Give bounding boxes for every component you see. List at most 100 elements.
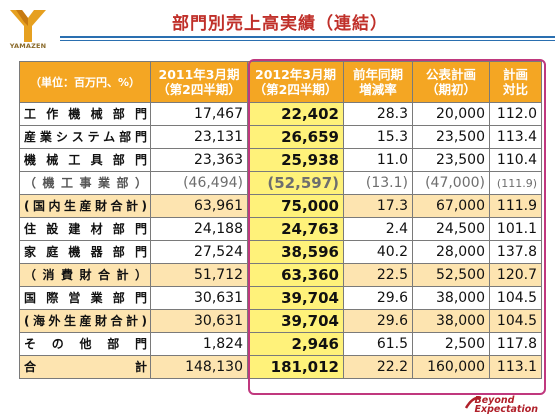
header-plan-line2: （期初） — [425, 82, 476, 97]
cell-plan: 2,500 — [412, 332, 490, 356]
table-row: 国際営業部門 30,631 39,704 29.6 38,000 104.5 — [19, 286, 542, 310]
swoosh-icon — [464, 396, 482, 409]
cell-fy2011: 23,363 — [150, 148, 248, 172]
cell-plan: 24,500 — [412, 217, 490, 241]
tagline-line2: Expectation — [474, 404, 538, 415]
cell-fy2011: 63,961 — [150, 194, 248, 218]
tagline-line1: Beyond — [474, 395, 515, 406]
cell-vs-plan: 101.1 — [489, 217, 542, 241]
row-label: 住設建材部門 — [24, 221, 147, 236]
header-yoy: 前年同期 増減率 — [343, 61, 413, 103]
cell-vs-plan: 113.1 — [489, 355, 542, 379]
cell-vs-plan: 104.5 — [489, 309, 542, 333]
cell-plan: (47,000) — [412, 171, 490, 195]
cell-vs-plan: 120.7 — [489, 263, 542, 287]
cell-fy2011: 30,631 — [150, 286, 248, 310]
header-fy2011-line1: 2011年3月期 — [158, 67, 240, 82]
cell-fy2011: 24,188 — [150, 217, 248, 241]
cell-yoy: (13.1) — [343, 171, 413, 195]
cell-yoy: 17.3 — [343, 194, 413, 218]
table-row: 住設建材部門 24,188 24,763 2.4 24,500 101.1 — [19, 217, 542, 241]
table-header-row: （単位：百万円、%） 2011年3月期 （第2四半期） 2012年3月期 （第2四半… — [19, 61, 542, 103]
cell-plan: 20,000 — [412, 102, 490, 126]
header-vs-plan: 計画 対比 — [489, 61, 542, 103]
header-fy2011: 2011年3月期 （第2四半期） — [150, 61, 248, 103]
header-fy2012: 2012年3月期 （第2四半期） — [247, 61, 344, 103]
cell-fy2011: 1,824 — [150, 332, 248, 356]
cell-fy2012: 22,402 — [247, 102, 344, 126]
table-row: その他部門 1,824 2,946 61.5 2,500 117.8 — [19, 332, 542, 356]
table-row: （消費財合計） 51,712 63,360 22.5 52,500 120.7 — [19, 263, 542, 287]
table-row: (海外生産財合計) 30,631 39,704 29.6 38,000 104.… — [19, 309, 542, 333]
cell-fy2011: 148,130 — [150, 355, 248, 379]
cell-vs-plan: 112.0 — [489, 102, 542, 126]
cell-fy2012: 38,596 — [247, 240, 344, 264]
row-label: (国内生産財合計) — [24, 198, 147, 213]
cell-vs-plan: (111.9) — [489, 171, 542, 195]
header-fy2012-line1: 2012年3月期 — [255, 67, 336, 82]
cell-vs-plan: 111.9 — [489, 194, 542, 218]
cell-fy2011: 51,712 — [150, 263, 248, 287]
cell-vs-plan: 113.4 — [489, 125, 542, 149]
cell-yoy: 22.2 — [343, 355, 413, 379]
logo-wordmark: YAMAZEN — [9, 42, 47, 50]
cell-yoy: 2.4 — [343, 217, 413, 241]
table-row: (国内生産財合計) 63,961 75,000 17.3 67,000 111.… — [19, 194, 542, 218]
row-label: (海外生産財合計) — [24, 313, 147, 328]
cell-yoy: 28.3 — [343, 102, 413, 126]
cell-fy2012: 2,946 — [247, 332, 344, 356]
cell-vs-plan: 137.8 — [489, 240, 542, 264]
title-divider — [60, 36, 555, 38]
cell-plan: 23,500 — [412, 125, 490, 149]
table-row: 機械工具部門 23,363 25,938 11.0 23,500 110.4 — [19, 148, 542, 172]
cell-fy2012: 181,012 — [247, 355, 344, 379]
header-plan-line1: 公表計画 — [425, 67, 476, 82]
sales-by-division-table: （単位：百万円、%） 2011年3月期 （第2四半期） 2012年3月期 （第2四半… — [19, 61, 542, 379]
cell-plan: 23,500 — [412, 148, 490, 172]
header-fy2011-line2: （第2四半期） — [157, 82, 241, 97]
row-label: （機工事業部） — [24, 175, 147, 190]
row-label: 産業システム部門 — [24, 129, 147, 144]
table-row: 産業システム部門 23,131 26,659 15.3 23,500 113.4 — [19, 125, 542, 149]
cell-fy2012: 63,360 — [247, 263, 344, 287]
cell-plan: 160,000 — [412, 355, 490, 379]
cell-yoy: 61.5 — [343, 332, 413, 356]
cell-plan: 28,000 — [412, 240, 490, 264]
cell-yoy: 29.6 — [343, 309, 413, 333]
table-row: （機工事業部） (46,494) (52,597) (13.1) (47,000… — [19, 171, 542, 195]
page-title: 部門別売上高実績（連結） — [172, 14, 388, 34]
row-label: その他部門 — [24, 336, 147, 351]
cell-yoy: 22.5 — [343, 263, 413, 287]
cell-plan: 38,000 — [412, 309, 490, 333]
cell-plan: 52,500 — [412, 263, 490, 287]
header-yoy-line2: 増減率 — [359, 82, 397, 97]
cell-fy2012: 25,938 — [247, 148, 344, 172]
title-divider-thin — [60, 40, 555, 41]
table-row-total: 合計 148,130 181,012 22.2 160,000 113.1 — [19, 355, 542, 379]
cell-plan: 67,000 — [412, 194, 490, 218]
unit-header: （単位：百万円、%） — [19, 61, 151, 103]
yamazen-logo-icon — [10, 10, 46, 42]
row-label: 合計 — [24, 359, 147, 374]
row-label: 工作機械部門 — [24, 106, 147, 121]
cell-fy2011: 27,524 — [150, 240, 248, 264]
cell-fy2012: 39,704 — [247, 286, 344, 310]
cell-plan: 38,000 — [412, 286, 490, 310]
table-row: 家庭機器部門 27,524 38,596 40.2 28,000 137.8 — [19, 240, 542, 264]
cell-fy2012: 39,704 — [247, 309, 344, 333]
cell-fy2011: 23,131 — [150, 125, 248, 149]
cell-vs-plan: 110.4 — [489, 148, 542, 172]
row-label: （消費財合計） — [24, 267, 147, 282]
cell-yoy: 40.2 — [343, 240, 413, 264]
cell-fy2011: (46,494) — [150, 171, 248, 195]
cell-fy2012: (52,597) — [247, 171, 344, 195]
row-label: 国際営業部門 — [24, 290, 147, 305]
cell-fy2012: 75,000 — [247, 194, 344, 218]
header-vs-plan-line1: 計画 — [502, 67, 528, 82]
header-plan: 公表計画 （期初） — [412, 61, 490, 103]
cell-yoy: 15.3 — [343, 125, 413, 149]
cell-fy2012: 26,659 — [247, 125, 344, 149]
cell-fy2011: 30,631 — [150, 309, 248, 333]
row-label: 家庭機器部門 — [24, 244, 147, 259]
table-row: 工作機械部門 17,467 22,402 28.3 20,000 112.0 — [19, 102, 542, 126]
